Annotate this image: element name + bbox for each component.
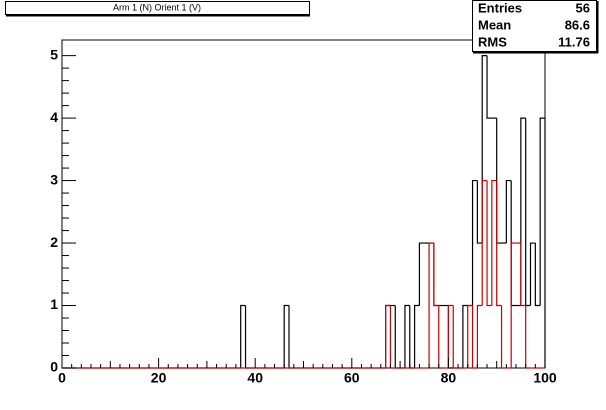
- histogram-bin: [486, 55, 492, 119]
- stat-label: Mean: [478, 17, 511, 32]
- histogram-bin: [486, 180, 492, 307]
- y-tick-label: 1: [50, 296, 58, 312]
- histogram-bin: [496, 180, 502, 307]
- stat-label: Entries: [478, 0, 522, 15]
- histogram-bin: [534, 243, 541, 307]
- plot: [62, 55, 546, 369]
- chart-title: Arm 1 (N) Orient 1 (V): [113, 2, 201, 12]
- histogram-bin: [240, 304, 246, 368]
- x-tick-label: 40: [247, 370, 263, 386]
- histogram-bin: [520, 243, 526, 307]
- histogram-bin: [471, 305, 478, 369]
- histogram-bin: [491, 179, 497, 306]
- y-tick-label: 3: [50, 171, 58, 187]
- histogram-bin: [471, 179, 478, 306]
- histogram-bin: [476, 304, 483, 368]
- histogram-bin: [452, 305, 459, 369]
- histogram-bin: [462, 304, 468, 368]
- histogram-bin: [510, 242, 517, 368]
- histogram-bin: [539, 117, 546, 368]
- y-tick-label: 5: [50, 46, 58, 62]
- stats-box: [472, 0, 597, 52]
- x-tick-label: 20: [151, 370, 167, 386]
- histogram-bin: [428, 242, 434, 368]
- stat-value: 86.6: [565, 17, 590, 32]
- y-tick-label: 4: [50, 109, 58, 125]
- x-tick-label: 100: [533, 370, 557, 386]
- x-tick-label: 0: [58, 370, 66, 386]
- histogram-bin: [418, 242, 425, 306]
- y-tick-label: 0: [50, 359, 58, 375]
- x-tick-label: 80: [441, 370, 457, 386]
- histogram-bin: [476, 180, 483, 244]
- histogram-bin: [283, 304, 290, 368]
- histogram-bin: [505, 179, 512, 244]
- histogram-bin: [413, 304, 420, 368]
- histogram-bin: [404, 304, 410, 368]
- histogram-bin: [500, 305, 507, 369]
- histogram-bin: [385, 304, 391, 368]
- histogram-bin: [481, 179, 488, 306]
- stat-value: 56: [576, 0, 590, 15]
- stat-value: 11.76: [558, 34, 590, 49]
- y-tick-label: 2: [50, 234, 58, 250]
- x-tick-label: 60: [344, 370, 360, 386]
- stat-label: RMS: [478, 34, 507, 49]
- histogram-bin: [433, 243, 439, 307]
- histogram-bin: [529, 242, 536, 306]
- histogram-bin: [467, 304, 473, 368]
- histogram-bin: [447, 304, 454, 368]
